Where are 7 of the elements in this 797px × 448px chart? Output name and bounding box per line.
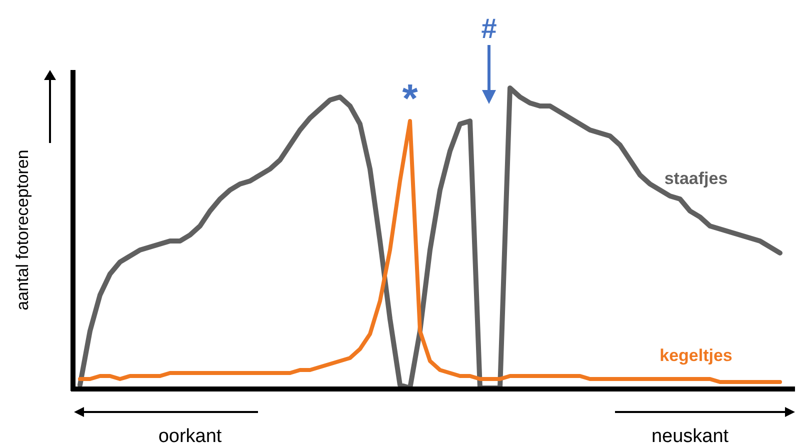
annotation: *: [402, 77, 418, 121]
series-label: kegeltjes: [660, 346, 732, 365]
y-axis-title: aantal fotoreceptoren: [13, 150, 32, 310]
text: neuskant: [651, 426, 730, 447]
text: #: [481, 13, 498, 44]
text: oorkant: [158, 426, 222, 447]
series-label: staafjes: [664, 169, 728, 188]
